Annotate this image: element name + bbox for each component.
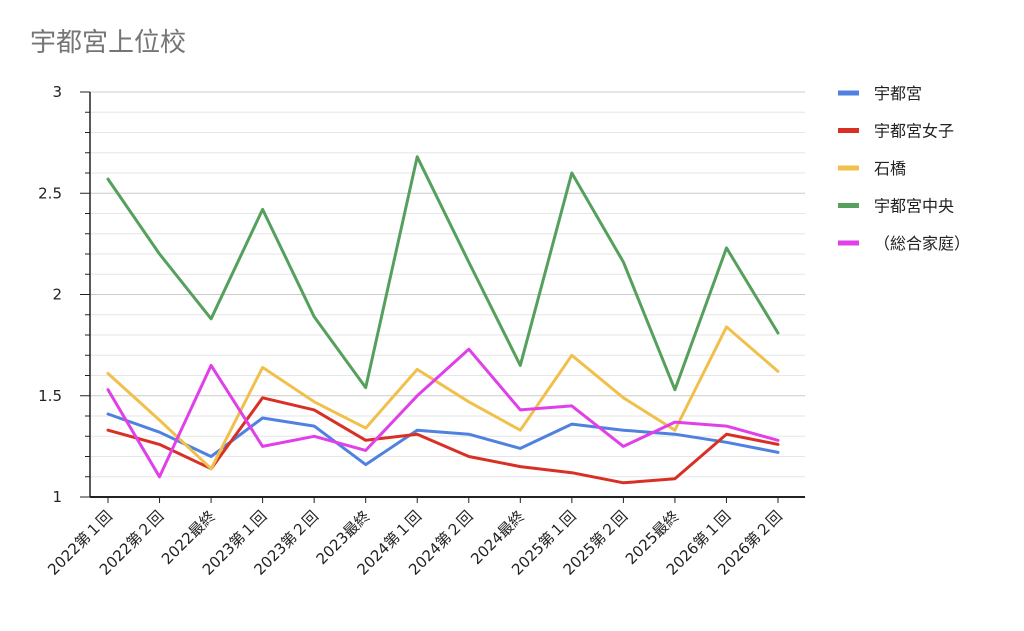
y-tick-label: 2 <box>52 286 62 304</box>
grid-lines <box>90 91 805 478</box>
legend-label: 宇都宮中央 <box>874 197 954 216</box>
y-tick-labels: 1 1.5 2 2.5 3 <box>38 83 62 506</box>
y-tick-label: 2.5 <box>38 184 62 202</box>
series-line <box>106 325 780 471</box>
series-line <box>106 155 780 392</box>
x-tick-labels: 2022第１回2022第２回2022最終2023第１回2023第２回2023最終… <box>44 507 786 579</box>
series-line <box>106 396 780 485</box>
axes <box>80 91 805 503</box>
chart-title: 宇都宮上位校 <box>30 28 187 58</box>
y-tick-label: 1 <box>52 488 62 506</box>
series-lines <box>106 155 780 485</box>
series-line <box>106 347 780 479</box>
y-tick-label: 3 <box>52 83 62 101</box>
y-tick-label: 1.5 <box>38 387 62 405</box>
legend-label: 宇都宮女子 <box>874 122 954 141</box>
legend-label: （総合家庭） <box>874 234 970 253</box>
legend-label: 石橋 <box>874 159 906 178</box>
legend-label: 宇都宮 <box>874 84 922 103</box>
